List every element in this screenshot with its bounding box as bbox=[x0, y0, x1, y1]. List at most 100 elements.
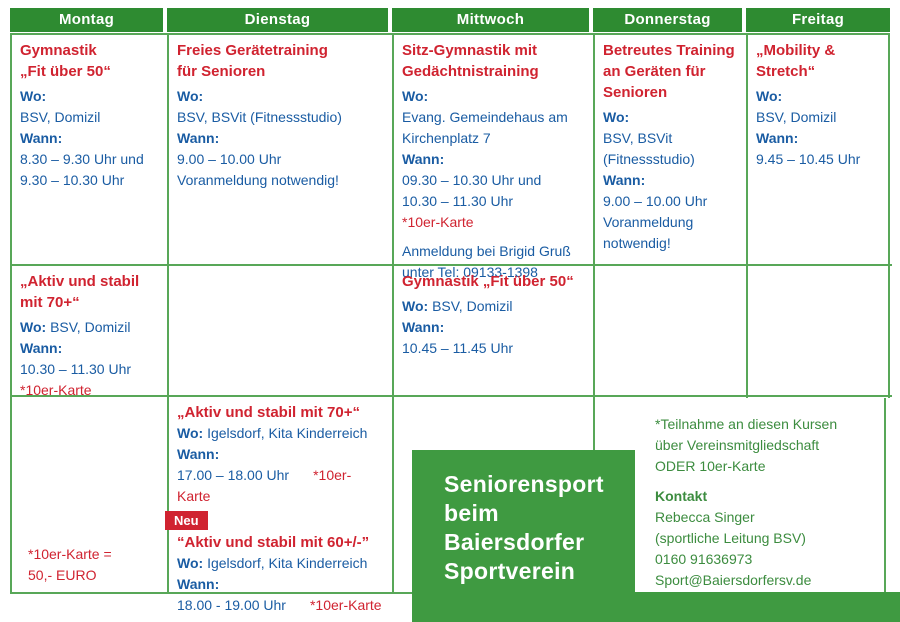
day-header-dienstag: Dienstag bbox=[167, 8, 392, 32]
neu-badge: Neu bbox=[165, 511, 208, 530]
wo-label: Wo: bbox=[402, 88, 429, 104]
time-value: 9.30 – 10.30 Uhr bbox=[20, 172, 125, 188]
event-title: „Mobility & bbox=[756, 42, 836, 59]
wo-value: Kirchenplatz 7 bbox=[402, 130, 491, 146]
event-title: Gymnastik „Fit über 50“ bbox=[402, 273, 574, 290]
participation-note-line: ODER 10er-Karte bbox=[655, 458, 766, 474]
price-footnote-line: *10er-Karte = bbox=[28, 546, 112, 562]
event-title: „Aktiv und stabil bbox=[20, 273, 140, 290]
karte-note: *10er-Karte bbox=[309, 597, 382, 613]
cell-row2-donnerstag bbox=[595, 266, 748, 397]
wo-label: Wo: bbox=[177, 555, 204, 571]
wann-label: Wann: bbox=[20, 130, 63, 146]
event-title: für Senioren bbox=[177, 63, 266, 80]
cell-row3-montag: *10er-Karte = 50,- EURO bbox=[12, 397, 169, 592]
flyer-title-line: Baiersdorfer bbox=[444, 529, 585, 555]
event-title: Betreutes Training bbox=[603, 42, 735, 59]
event-title: Freies Gerätetraining bbox=[177, 42, 328, 59]
wann-label: Wann: bbox=[20, 340, 63, 356]
wo-value: BSV, Domizil bbox=[756, 109, 837, 125]
cell-row2-mittwoch: Gymnastik „Fit über 50“ Wo: BSV, Domizil… bbox=[394, 266, 595, 397]
time-value: 17.00 – 18.00 Uhr bbox=[177, 467, 290, 483]
time-line: 18.00 - 19.00 Uhr *10er-Karte bbox=[177, 595, 384, 616]
cell-row2-freitag bbox=[748, 266, 892, 397]
time-value: 10.45 – 11.45 Uhr bbox=[402, 340, 514, 356]
event-title: Stretch“ bbox=[756, 63, 816, 80]
event-title: „Aktiv und stabil mit 70+“ bbox=[177, 404, 360, 421]
event-title: an Geräten für bbox=[603, 63, 706, 80]
flyer-title-line: Sportverein bbox=[444, 558, 576, 584]
event-title: mit 70+“ bbox=[20, 294, 80, 311]
note-text: Voranmeldung bbox=[603, 214, 694, 230]
flyer-title-line: Seniorensport bbox=[444, 471, 604, 497]
kontakt-heading: Kontakt bbox=[655, 488, 708, 504]
cell-row3-dienstag: „Aktiv und stabil mit 70+“ Wo: Igelsdorf… bbox=[165, 397, 394, 613]
wann-label: Wann: bbox=[603, 172, 646, 188]
wo-value: BSV, Domizil bbox=[20, 109, 101, 125]
time-value: 9.00 – 10.00 Uhr bbox=[603, 193, 708, 209]
contact-name: Rebecca Singer bbox=[655, 509, 755, 525]
wo-label: Wo: bbox=[402, 298, 429, 314]
karte-note: *10er-Karte bbox=[177, 467, 352, 504]
participation-note-line: über Vereinsmitgliedschaft bbox=[655, 437, 820, 453]
flyer-title-line: beim bbox=[444, 500, 499, 526]
time-value: 9.45 – 10.45 Uhr bbox=[756, 151, 861, 167]
weekday-header-row: Montag Dienstag Mittwoch Donnerstag Frei… bbox=[10, 8, 890, 32]
cell-row2-montag: „Aktiv und stabil mit 70+“ Wo: BSV, Domi… bbox=[12, 266, 169, 398]
event-title: „Fit über 50“ bbox=[20, 63, 111, 80]
cell-row2-dienstag bbox=[169, 266, 394, 397]
wo-label: Wo: bbox=[177, 425, 204, 441]
time-value: 10.30 – 11.30 Uhr bbox=[402, 193, 514, 209]
registration-phone: unter Tel: 09133-1398 bbox=[402, 264, 538, 280]
time-value: 18.00 - 19.00 Uhr bbox=[177, 597, 286, 613]
karte-note: *10er-Karte bbox=[402, 214, 474, 230]
wo-value: BSV, Domizil bbox=[432, 298, 513, 314]
wo-value: Igelsdorf, Kita Kinderreich bbox=[207, 555, 368, 571]
event-title: Senioren bbox=[603, 84, 668, 101]
day-header-freitag: Freitag bbox=[746, 8, 890, 32]
price-footnote: *10er-Karte = 50,- EURO bbox=[28, 544, 112, 586]
contact-role: (sportliche Leitung BSV) bbox=[655, 530, 806, 546]
wo-value: Evang. Gemeindehaus am bbox=[402, 109, 568, 125]
karte-note: *10er-Karte bbox=[20, 382, 92, 398]
contact-phone: 0160 91636973 bbox=[655, 551, 753, 567]
participation-contact-box: *Teilnahme an diesen Kursen über Vereins… bbox=[635, 398, 900, 592]
wo-value: (Fitnessstudio) bbox=[603, 151, 695, 167]
wo-value: BSV, BSVit bbox=[603, 130, 673, 146]
event-title: “Aktiv und stabil mit 60+/-” bbox=[177, 534, 370, 551]
cell-row1-dienstag: Freies Gerätetraining für Senioren Wo: B… bbox=[169, 35, 394, 266]
note-text: Voranmeldung notwendig! bbox=[177, 172, 339, 188]
day-header-donnerstag: Donnerstag bbox=[593, 8, 746, 32]
wann-label: Wann: bbox=[756, 130, 799, 146]
wo-label: Wo: bbox=[756, 88, 783, 104]
registration-note: Anmeldung bei Brigid Gruß bbox=[402, 243, 571, 259]
cell-row1-freitag: „Mobility & Stretch“ Wo: BSV, Domizil Wa… bbox=[748, 35, 892, 266]
event-title: Sitz-Gymnastik mit bbox=[402, 42, 538, 59]
wann-label: Wann: bbox=[177, 446, 220, 462]
time-value: 8.30 – 9.30 Uhr und bbox=[20, 151, 144, 167]
weekly-schedule-table: Gymnastik „Fit über 50“ Wo: BSV, Domizil… bbox=[10, 33, 892, 613]
wo-label: Wo: bbox=[177, 88, 204, 104]
wo-label: Wo: bbox=[603, 109, 630, 125]
contact-email: Sport@Baiersdorfersv.de bbox=[655, 572, 812, 588]
wo-value: BSV, BSVit (Fitnessstudio) bbox=[177, 109, 342, 125]
wo-label: Wo: bbox=[20, 319, 47, 335]
participation-note-line: *Teilnahme an diesen Kursen bbox=[655, 416, 838, 432]
wo-value: Igelsdorf, Kita Kinderreich bbox=[207, 425, 368, 441]
time-value: 09.30 – 10.30 Uhr und bbox=[402, 172, 542, 188]
price-footnote-line: 50,- EURO bbox=[28, 567, 97, 583]
wann-label: Wann: bbox=[177, 576, 220, 592]
cell-row1-donnerstag: Betreutes Training an Geräten für Senior… bbox=[595, 35, 748, 266]
event-title: Gedächtnistraining bbox=[402, 63, 539, 80]
day-header-montag: Montag bbox=[10, 8, 167, 32]
event-title: Gymnastik bbox=[20, 42, 97, 59]
wo-label: Wo: bbox=[20, 88, 47, 104]
time-value: 9.00 – 10.00 Uhr bbox=[177, 151, 282, 167]
wann-label: Wann: bbox=[177, 130, 220, 146]
wo-line: Wo: Igelsdorf, Kita Kinderreich bbox=[177, 553, 384, 574]
cell-row1-montag: Gymnastik „Fit über 50“ Wo: BSV, Domizil… bbox=[12, 35, 169, 266]
note-text: notwendig! bbox=[603, 235, 671, 251]
time-value: 10.30 – 11.30 Uhr bbox=[20, 361, 132, 377]
wo-line: Wo: BSV, Domizil bbox=[20, 317, 159, 338]
